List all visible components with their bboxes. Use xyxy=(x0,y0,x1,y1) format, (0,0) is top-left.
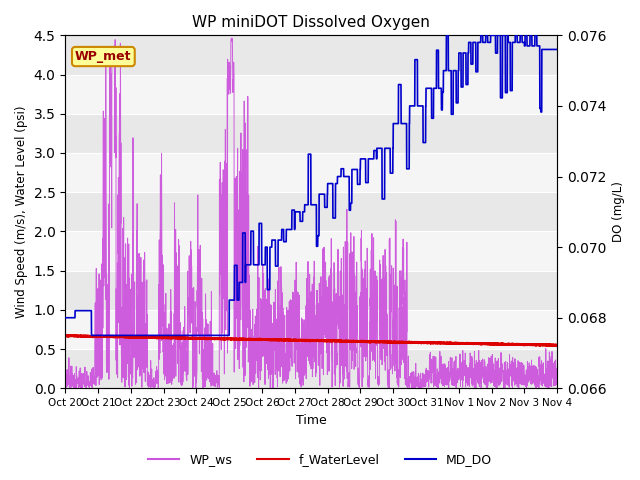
Bar xyxy=(65,36,557,74)
Bar xyxy=(65,114,557,153)
Bar xyxy=(65,74,557,114)
Text: WP_met: WP_met xyxy=(75,50,132,63)
Bar xyxy=(65,153,557,192)
Y-axis label: Wind Speed (m/s), Water Level (psi): Wind Speed (m/s), Water Level (psi) xyxy=(15,106,28,318)
X-axis label: Time: Time xyxy=(296,414,326,427)
Bar xyxy=(65,231,557,271)
Bar xyxy=(65,192,557,231)
Bar xyxy=(65,349,557,388)
Bar xyxy=(65,310,557,349)
Bar xyxy=(65,271,557,310)
Y-axis label: DO (mg/L): DO (mg/L) xyxy=(612,181,625,242)
Legend: WP_ws, f_WaterLevel, MD_DO: WP_ws, f_WaterLevel, MD_DO xyxy=(143,448,497,471)
Title: WP miniDOT Dissolved Oxygen: WP miniDOT Dissolved Oxygen xyxy=(192,15,430,30)
